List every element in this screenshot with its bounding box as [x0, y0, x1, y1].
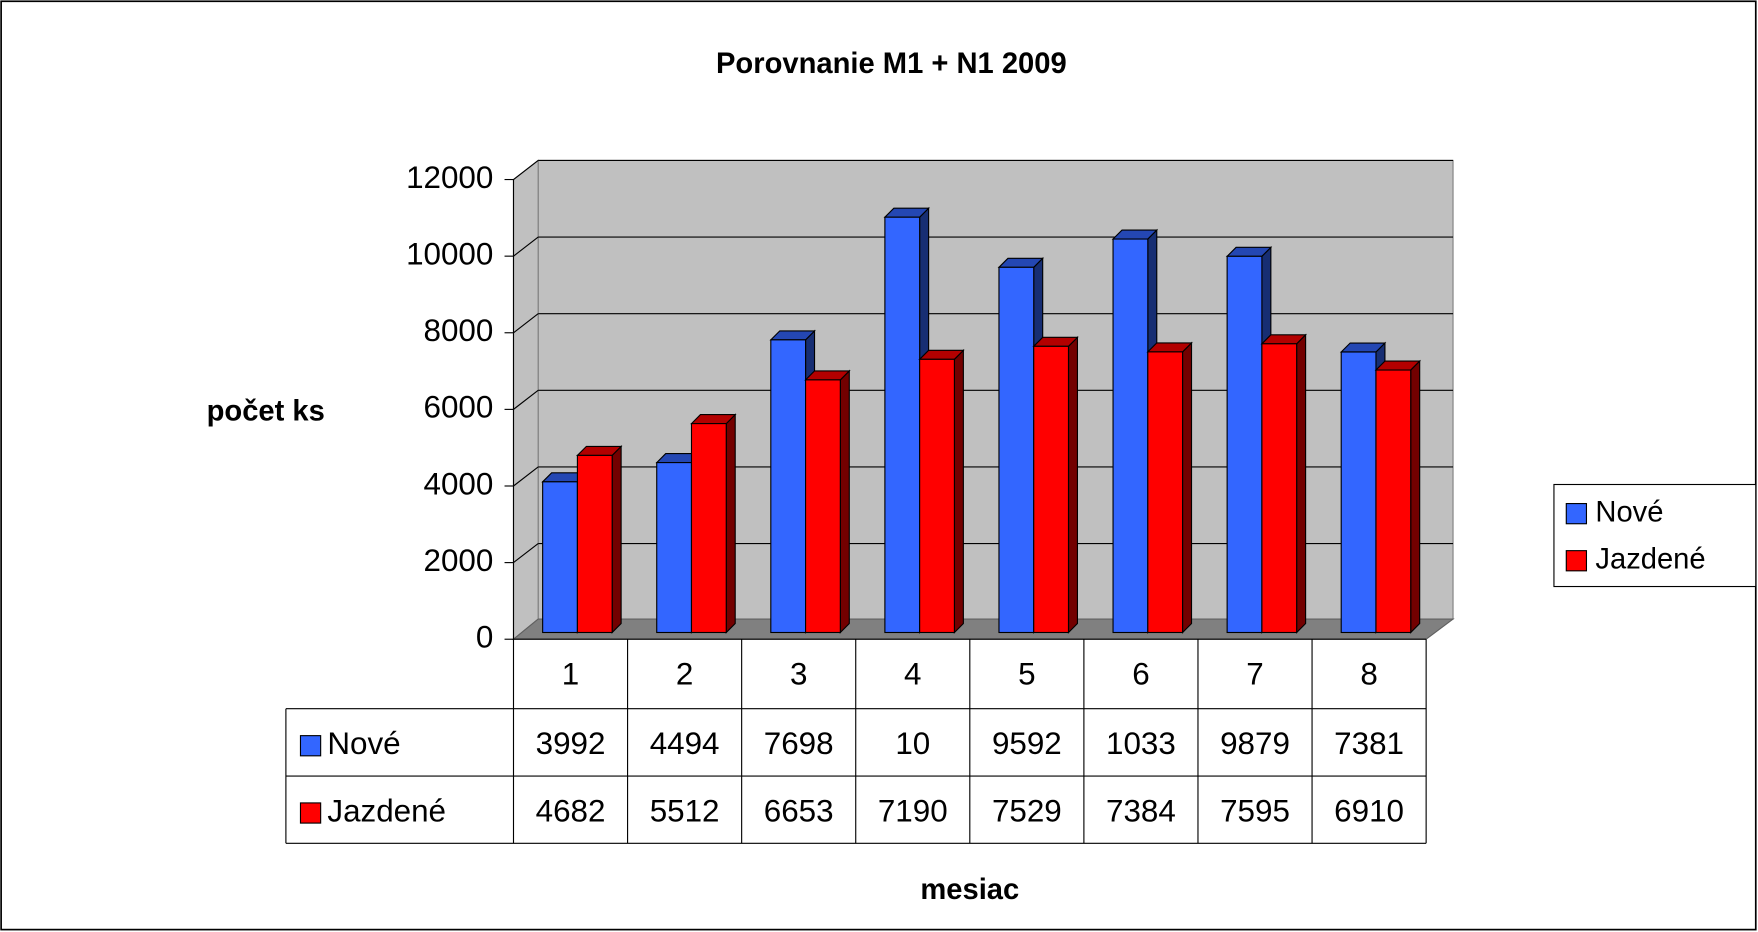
bar [805, 379, 841, 634]
bar-side [953, 348, 964, 634]
y-tick-label: 4000 [424, 466, 494, 501]
table-cell: 4494 [650, 726, 720, 761]
bar [884, 216, 921, 634]
x-tick-label: 5 [1018, 657, 1035, 692]
x-tick-label: 1 [562, 657, 579, 692]
bar [919, 358, 955, 634]
legend-label: Jazdené [1595, 543, 1705, 575]
table-key [299, 735, 322, 757]
grid-line [513, 236, 539, 257]
bar-side [1181, 341, 1193, 634]
table-cell: 4682 [536, 793, 606, 828]
bar [1147, 351, 1184, 634]
bar [576, 454, 613, 634]
table-cell: 9879 [1220, 726, 1290, 761]
legend-key [1565, 550, 1588, 572]
bar-side [1067, 336, 1079, 634]
table-cell: 5512 [650, 793, 720, 828]
table-cell: 7384 [1106, 793, 1176, 828]
y-tick-label: 12000 [406, 160, 493, 195]
grid-line [513, 313, 539, 334]
x-tick-label: 3 [790, 657, 807, 692]
x-tick-label: 6 [1132, 657, 1149, 692]
grid-line [513, 160, 539, 180]
legend-label: Nové [1595, 496, 1663, 528]
bar [542, 481, 578, 634]
table-cell: 7381 [1334, 726, 1404, 761]
table-cell: 9592 [992, 726, 1062, 761]
table-cell: 6653 [764, 793, 834, 828]
bar [1033, 345, 1070, 634]
table-cell: 7698 [764, 726, 834, 761]
bar-side [725, 413, 736, 634]
grid-line [513, 389, 539, 410]
table-cell: 7595 [1220, 793, 1290, 828]
table-cell: 10 [895, 726, 930, 761]
y-tick-label: 10000 [406, 236, 493, 271]
bar-side [1296, 333, 1307, 634]
bar [1226, 255, 1263, 634]
bar [1261, 343, 1298, 634]
bar-side [839, 369, 850, 634]
y-tick-label: 0 [476, 620, 493, 655]
bar [1375, 369, 1412, 634]
x-tick-label: 8 [1360, 657, 1377, 692]
bar [690, 423, 727, 634]
bar-side [611, 445, 622, 634]
grid-line [513, 466, 539, 487]
x-tick-label: 2 [676, 657, 693, 692]
table-cell: 7190 [878, 793, 948, 828]
grid-line [513, 543, 539, 564]
x-tick-label: 4 [904, 657, 921, 692]
table-row-label: Jazdené [327, 793, 446, 828]
table-cell: 6910 [1334, 793, 1404, 828]
y-tick-label: 8000 [424, 313, 494, 348]
bar [1340, 351, 1377, 634]
legend-key [1565, 502, 1588, 525]
table-row-label: Nové [327, 726, 400, 761]
x-axis-label: mesiac [920, 874, 1019, 906]
table-key [299, 802, 322, 824]
bar [770, 339, 807, 634]
bar [1112, 238, 1149, 634]
y-tick-label: 2000 [424, 543, 494, 578]
bar [998, 266, 1035, 634]
chart-title: Porovnanie M1 + N1 2009 [716, 48, 1067, 80]
floor [511, 618, 1455, 640]
bar [656, 462, 693, 634]
y-tick-label: 6000 [424, 390, 494, 425]
y-axis-label: počet ks [207, 395, 325, 427]
x-tick-label: 7 [1246, 657, 1263, 692]
legend-box [1553, 483, 1757, 588]
table-cell: 1033 [1106, 726, 1176, 761]
bar-side [1410, 359, 1421, 634]
table-cell: 3992 [536, 726, 606, 761]
table-cell: 7529 [992, 793, 1062, 828]
